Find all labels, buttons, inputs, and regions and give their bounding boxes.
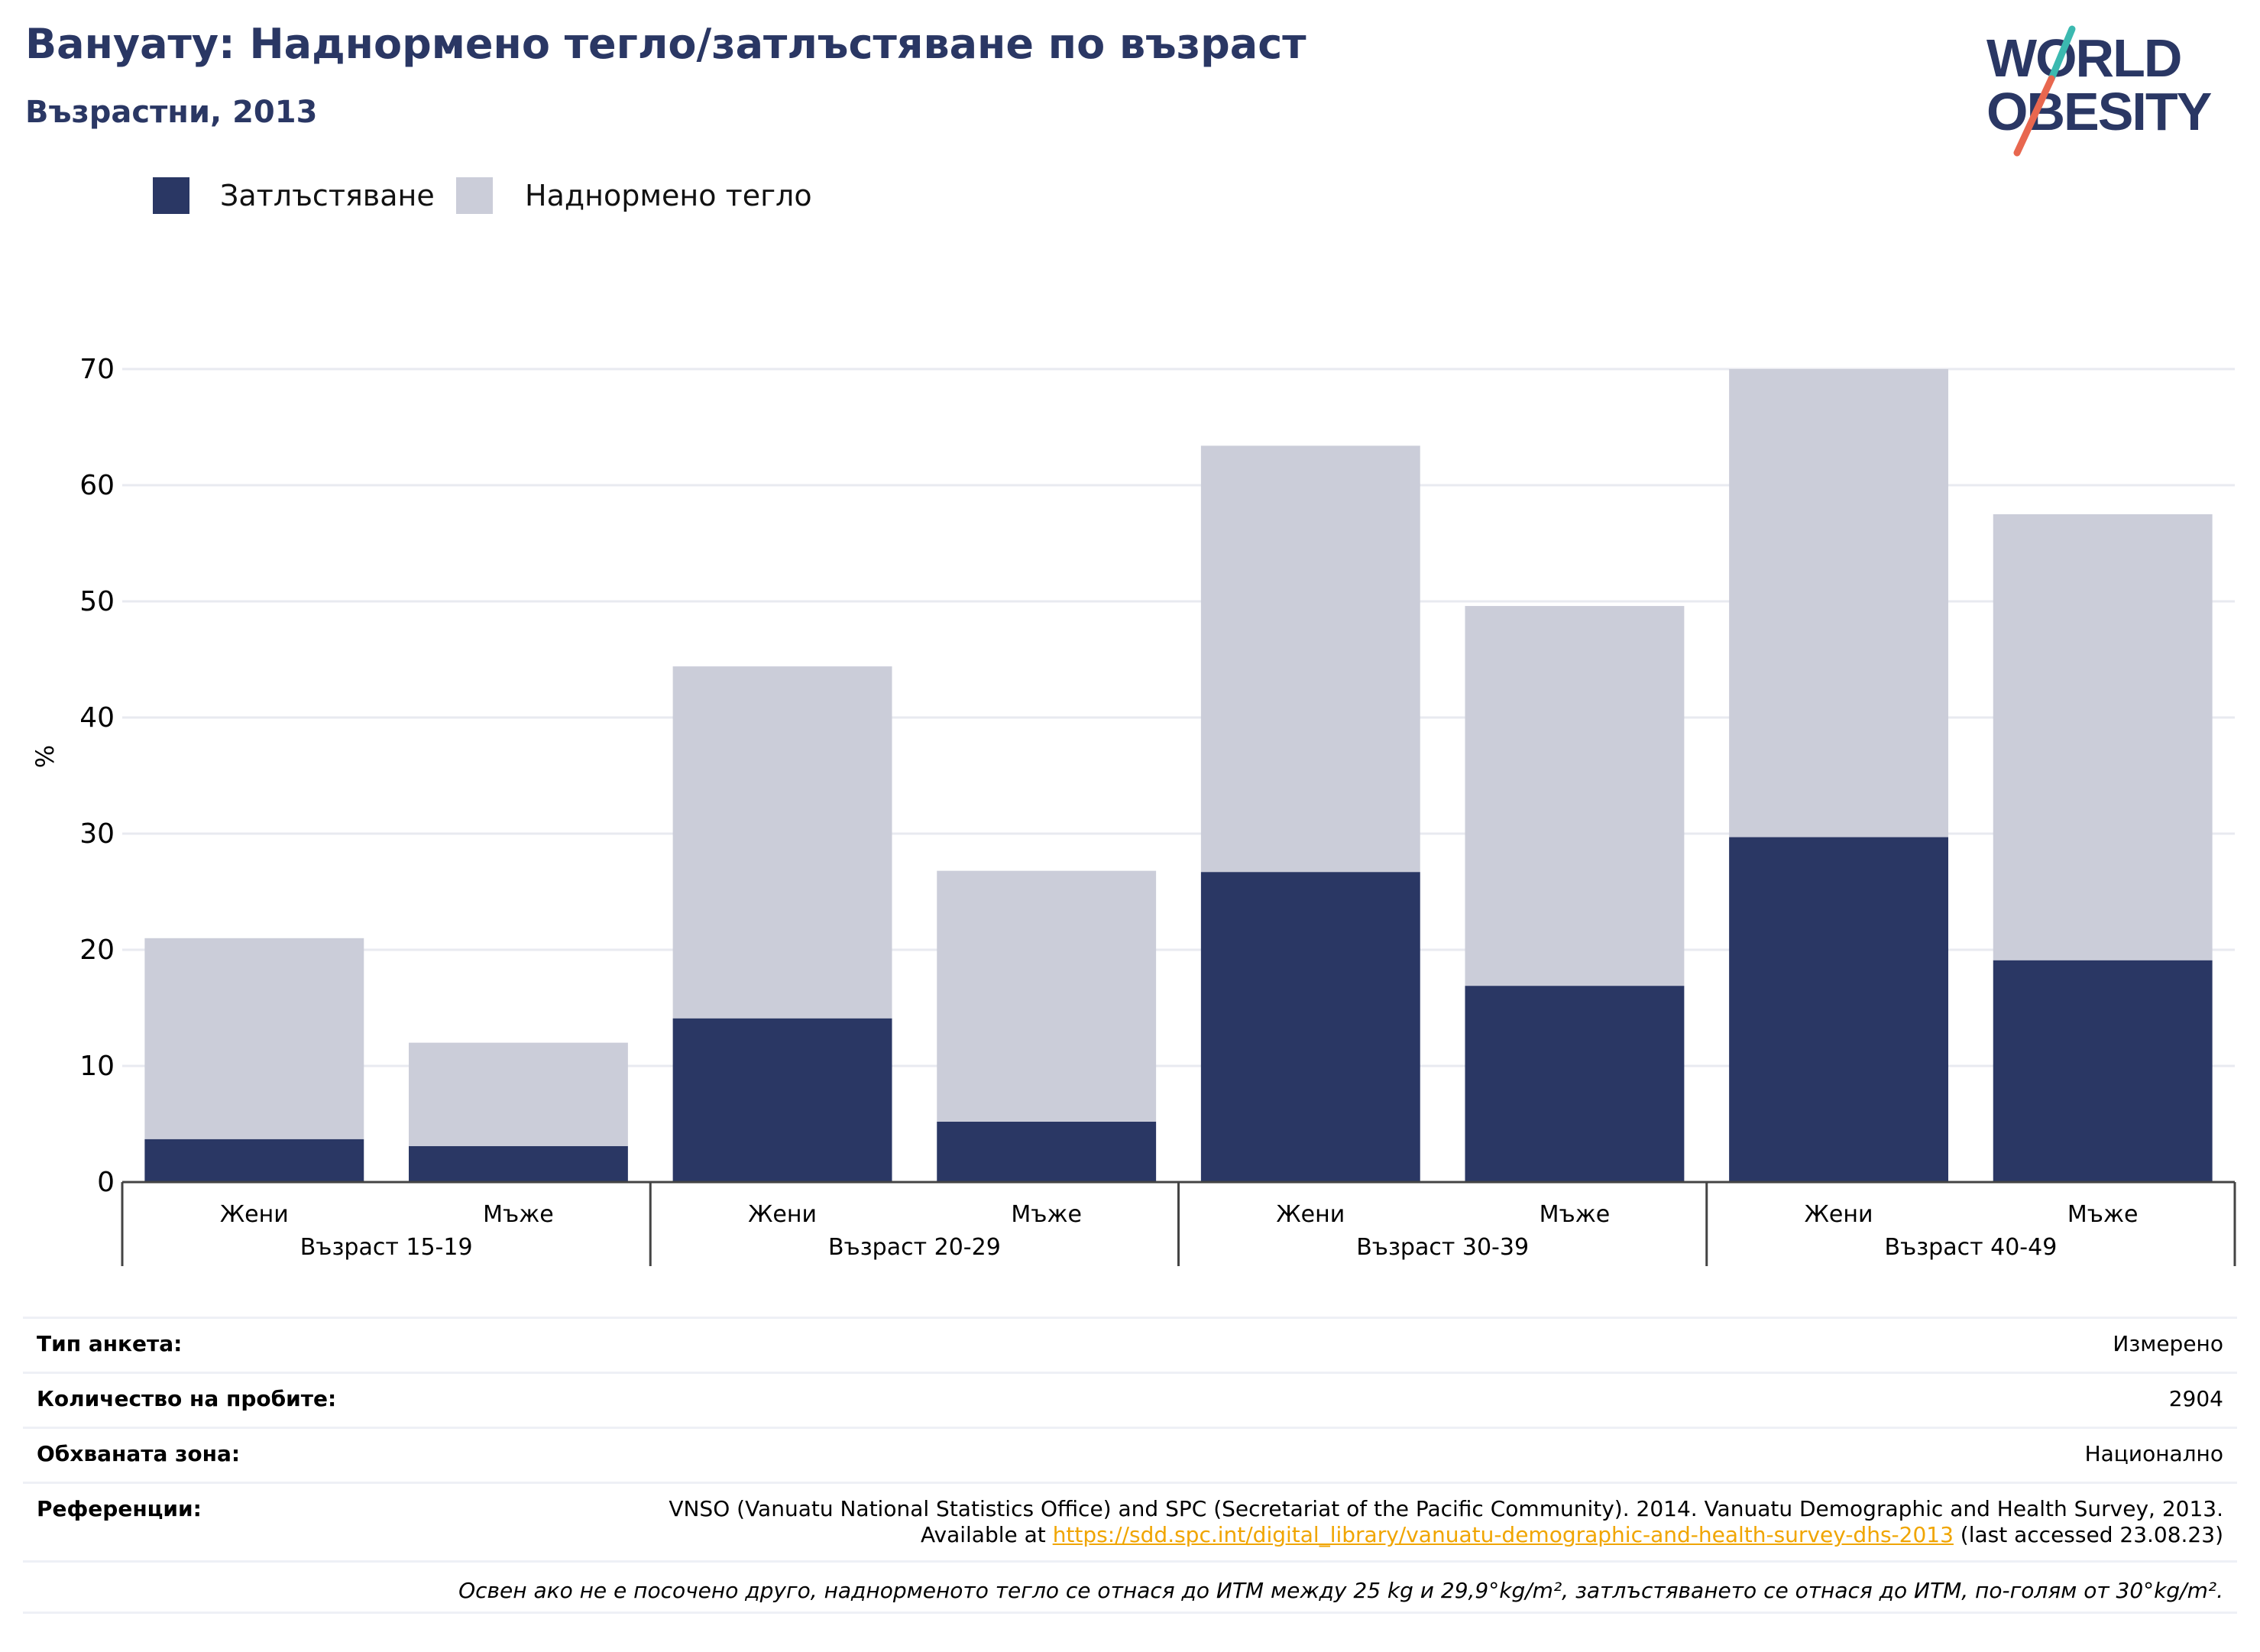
legend-label-overweight: Наднормено тегло [525, 179, 812, 212]
bar-overweight [1993, 514, 2213, 960]
bar-overweight [1200, 445, 1420, 873]
logo-line-2: OBESITY [1986, 82, 2212, 141]
y-tick-label: 50 [79, 586, 115, 617]
group-label: Възраст 15-19 [300, 1234, 473, 1261]
y-tick-label: 70 [79, 354, 115, 385]
chart-title: Вануату: Наднормено тегло/затлъстяване п… [25, 20, 1306, 68]
legend-label-obesity: Затлъстяване [220, 179, 435, 212]
bars [144, 369, 2213, 1182]
bar-obesity [409, 1145, 628, 1182]
x-tick-label: Жени [220, 1201, 289, 1228]
group-label: Възраст 30-39 [1356, 1234, 1529, 1261]
reference-text: VNSO (Vanuatu National Statistics Office… [669, 1496, 2223, 1547]
bar-obesity [1993, 960, 2213, 1182]
meta-row-note: Освен ако не е посочено друго, наднормен… [23, 1560, 2237, 1614]
y-tick-label: 40 [79, 702, 115, 734]
meta-row-survey-type: Тип анкета: Измерено [23, 1317, 2237, 1372]
meta-key-area: Обхваната зона: [37, 1441, 241, 1466]
x-tick-label: Жени [1805, 1201, 1873, 1228]
x-tick-label: Жени [1276, 1201, 1345, 1228]
bar-overweight [144, 938, 364, 1139]
legend-swatch-overweight [456, 177, 493, 214]
x-tick-label: Мъже [1540, 1201, 1611, 1228]
x-tick-label: Мъже [1011, 1201, 1082, 1228]
bar-obesity [672, 1018, 892, 1182]
bar-overweight [1729, 369, 1948, 837]
meta-key-sample-size: Количество на пробите: [37, 1386, 337, 1411]
chart-subtitle: Възрастни, 2013 [25, 95, 318, 130]
group-label: Възраст 40-49 [1884, 1234, 2057, 1261]
meta-key-survey-type: Тип анкета: [37, 1331, 183, 1356]
meta-key-references: Референции: [37, 1496, 202, 1521]
metadata-table: Тип анкета: Измерено Количество на проби… [23, 1317, 2237, 1614]
meta-row-area: Обхваната зона: Национално [23, 1427, 2237, 1482]
bar-obesity [1729, 837, 1948, 1182]
x-tick-label: Мъже [483, 1201, 554, 1228]
bar-obesity [937, 1121, 1157, 1182]
x-tick-label: Мъже [2067, 1201, 2139, 1228]
x-tick-label: Жени [748, 1201, 817, 1228]
world-obesity-logo: WORLD OBESITY [1986, 25, 2213, 157]
y-tick-label: 0 [97, 1167, 115, 1198]
logo-line-1: WORLD [1986, 28, 2181, 88]
logo-slash-teal [2048, 25, 2076, 83]
bar-overweight [937, 870, 1157, 1122]
y-tick-label: 10 [79, 1051, 115, 1082]
meta-value-sample-size: 2904 [2168, 1386, 2223, 1411]
reference-link[interactable]: https://sdd.spc.int/digital_library/vanu… [1052, 1522, 1954, 1547]
bar-obesity [1465, 986, 1685, 1182]
y-tick-label: 30 [79, 818, 115, 850]
bar-obesity [1200, 872, 1420, 1182]
bar-overweight [409, 1042, 628, 1146]
legend-swatch-obesity [153, 177, 189, 214]
bar-overweight [672, 666, 892, 1019]
meta-value-survey-type: Измерено [2113, 1331, 2223, 1356]
meta-value-references: VNSO (Vanuatu National Statistics Office… [619, 1496, 2223, 1548]
bar-chart: 0 10 20 30 40 50 60 70 Жени Мъже Жени Мъже Жени Мъже Ж… [31, 354, 2236, 1266]
reference-accessed: (last accessed 23.08.23) [1960, 1522, 2223, 1547]
y-tick-label: 20 [79, 935, 115, 966]
meta-row-sample-size: Количество на пробите: 2904 [23, 1372, 2237, 1427]
logo-slash-red [2013, 75, 2055, 157]
meta-row-references: Референции: VNSO (Vanuatu National Stati… [23, 1482, 2237, 1560]
bar-obesity [144, 1139, 364, 1182]
y-tick-label: 60 [79, 470, 115, 501]
bar-overweight [1465, 606, 1685, 986]
definition-note: Освен ако не е посочено друго, наднормен… [458, 1578, 2223, 1603]
group-label: Възраст 20-29 [828, 1234, 1001, 1261]
axes: 0 10 20 30 40 50 60 70 Жени Мъже Жени Мъже Жени Мъже Ж… [79, 354, 2236, 1266]
meta-value-area: Национално [2084, 1441, 2223, 1466]
y-axis-label: % [31, 745, 60, 768]
